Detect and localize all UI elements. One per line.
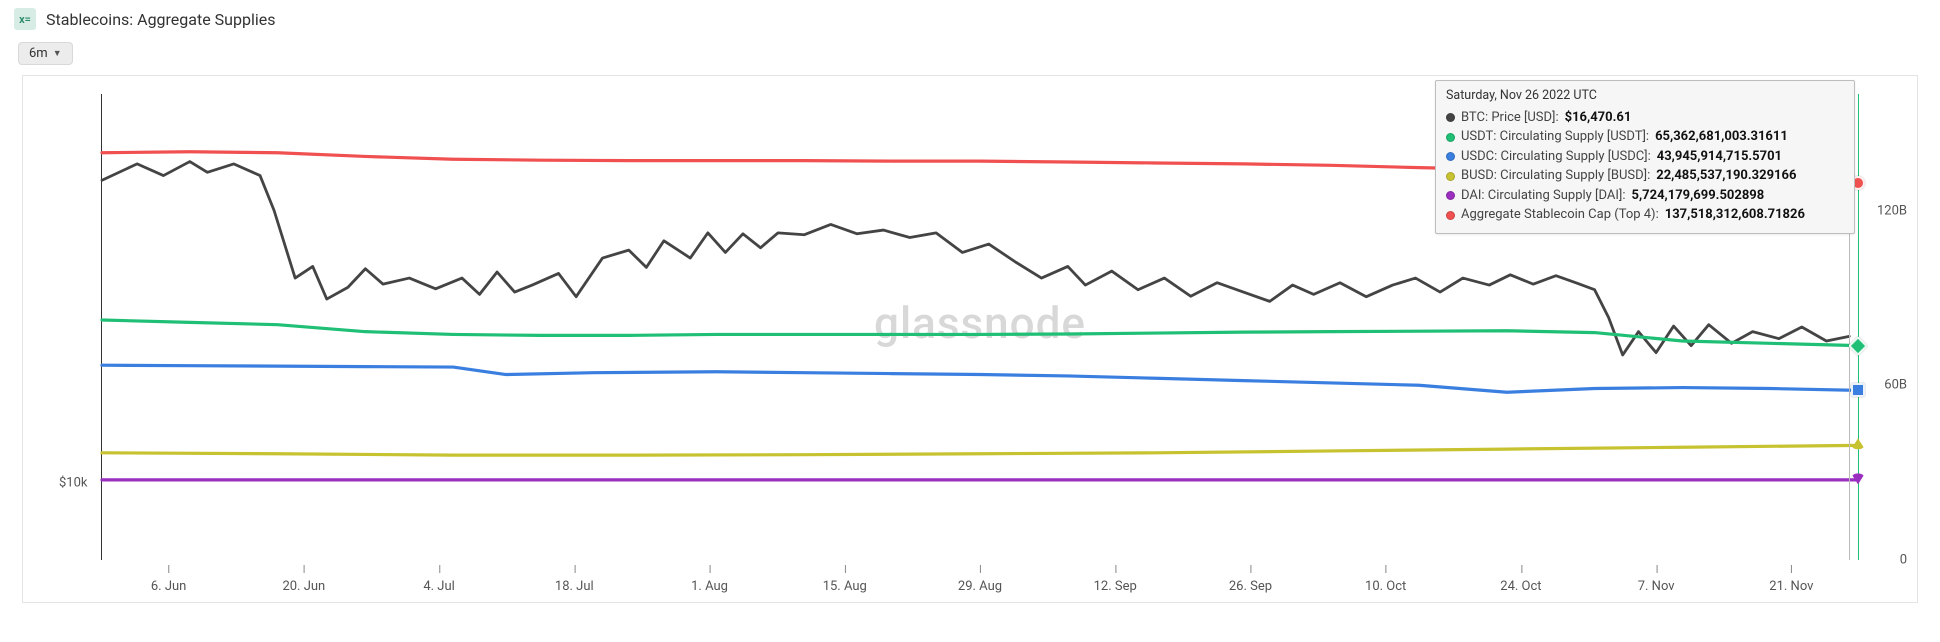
tooltip-row: BTC: Price [USD]: $16,470.61 <box>1446 108 1844 128</box>
legend-dot <box>1446 152 1455 161</box>
end-marker-dai <box>1851 473 1865 484</box>
x-tick: 12. Sep <box>1094 579 1137 594</box>
tooltip-label: USDC: Circulating Supply [USDC]: <box>1461 147 1651 167</box>
x-tick: 26. Sep <box>1229 579 1272 594</box>
tooltip-value: 137,518,312,608.71826 <box>1665 205 1805 225</box>
hover-tooltip: Saturday, Nov 26 2022 UTC BTC: Price [US… <box>1435 80 1855 234</box>
tooltip-value: 43,945,914,715.5701 <box>1657 147 1782 167</box>
time-range-dropdown[interactable]: 6m ▼ <box>18 42 73 65</box>
x-tick: 29. Aug <box>958 579 1002 594</box>
x-axis: 6. Jun 20. Jun 4. Jul 18. Jul 1. Aug 15. Aug 2… <box>101 568 1859 594</box>
legend-dot <box>1446 191 1455 200</box>
legend-dot <box>1446 211 1455 220</box>
legend-dot <box>1446 133 1455 142</box>
y-right-tick: 120B <box>1877 203 1907 218</box>
tooltip-row: USDC: Circulating Supply [USDC]: 43,945,… <box>1446 147 1844 167</box>
tooltip-rows: BTC: Price [USD]: $16,470.61USDT: Circul… <box>1446 108 1844 225</box>
x-tick: 20. Jun <box>282 579 325 594</box>
x-tick: 6. Jun <box>151 579 186 594</box>
chevron-down-icon: ▼ <box>53 48 62 59</box>
x-tick: 4. Jul <box>423 579 454 594</box>
series-usdt <box>102 320 1858 346</box>
tooltip-label: BTC: Price [USD]: <box>1461 108 1559 128</box>
tooltip-value: 5,724,179,699.502898 <box>1632 186 1765 206</box>
y-left-label: $10k <box>59 476 88 491</box>
x-tick: 21. Nov <box>1769 579 1813 594</box>
series-busd <box>102 445 1858 455</box>
y-right-tick: 60B <box>1884 378 1907 393</box>
legend-dot <box>1446 113 1455 122</box>
y-right-tick: 0 <box>1900 553 1907 568</box>
dashboard-icon: x= <box>14 8 36 30</box>
tooltip-value: $16,470.61 <box>1565 108 1632 128</box>
chart-title: Stablecoins: Aggregate Supplies <box>46 10 275 29</box>
x-tick: 7. Nov <box>1638 579 1675 594</box>
chart-container: glassnode $10k 6. Jun20. Jun4. Jul18. Ju… <box>22 75 1918 603</box>
chart-header: x= Stablecoins: Aggregate Supplies <box>0 0 1940 38</box>
tooltip-row: DAI: Circulating Supply [DAI]: 5,724,179… <box>1446 186 1844 206</box>
x-tick: 15. Aug <box>823 579 867 594</box>
tooltip-row: Aggregate Stablecoin Cap (Top 4): 137,51… <box>1446 205 1844 225</box>
series-usdc <box>102 365 1858 392</box>
toolbar: 6m ▼ <box>0 38 1940 75</box>
tooltip-label: USDT: Circulating Supply [USDT]: <box>1461 127 1649 147</box>
time-range-label: 6m <box>29 46 48 61</box>
tooltip-value: 65,362,681,003.31611 <box>1655 127 1788 147</box>
x-tick: 1. Aug <box>691 579 728 594</box>
tooltip-row: USDT: Circulating Supply [USDT]: 65,362,… <box>1446 127 1844 147</box>
tooltip-value: 22,485,537,190.329166 <box>1656 166 1796 186</box>
x-tick: 24. Oct <box>1500 579 1541 594</box>
tooltip-date: Saturday, Nov 26 2022 UTC <box>1446 87 1844 106</box>
end-marker-usdc <box>1851 383 1865 397</box>
tooltip-row: BUSD: Circulating Supply [BUSD]: 22,485,… <box>1446 166 1844 186</box>
legend-dot <box>1446 172 1455 181</box>
end-marker-busd <box>1851 439 1865 450</box>
tooltip-label: DAI: Circulating Supply [DAI]: <box>1461 186 1626 206</box>
tooltip-label: Aggregate Stablecoin Cap (Top 4): <box>1461 205 1659 225</box>
x-tick: 10. Oct <box>1365 579 1406 594</box>
x-tick: 18. Jul <box>555 579 594 594</box>
tooltip-label: BUSD: Circulating Supply [BUSD]: <box>1461 166 1650 186</box>
